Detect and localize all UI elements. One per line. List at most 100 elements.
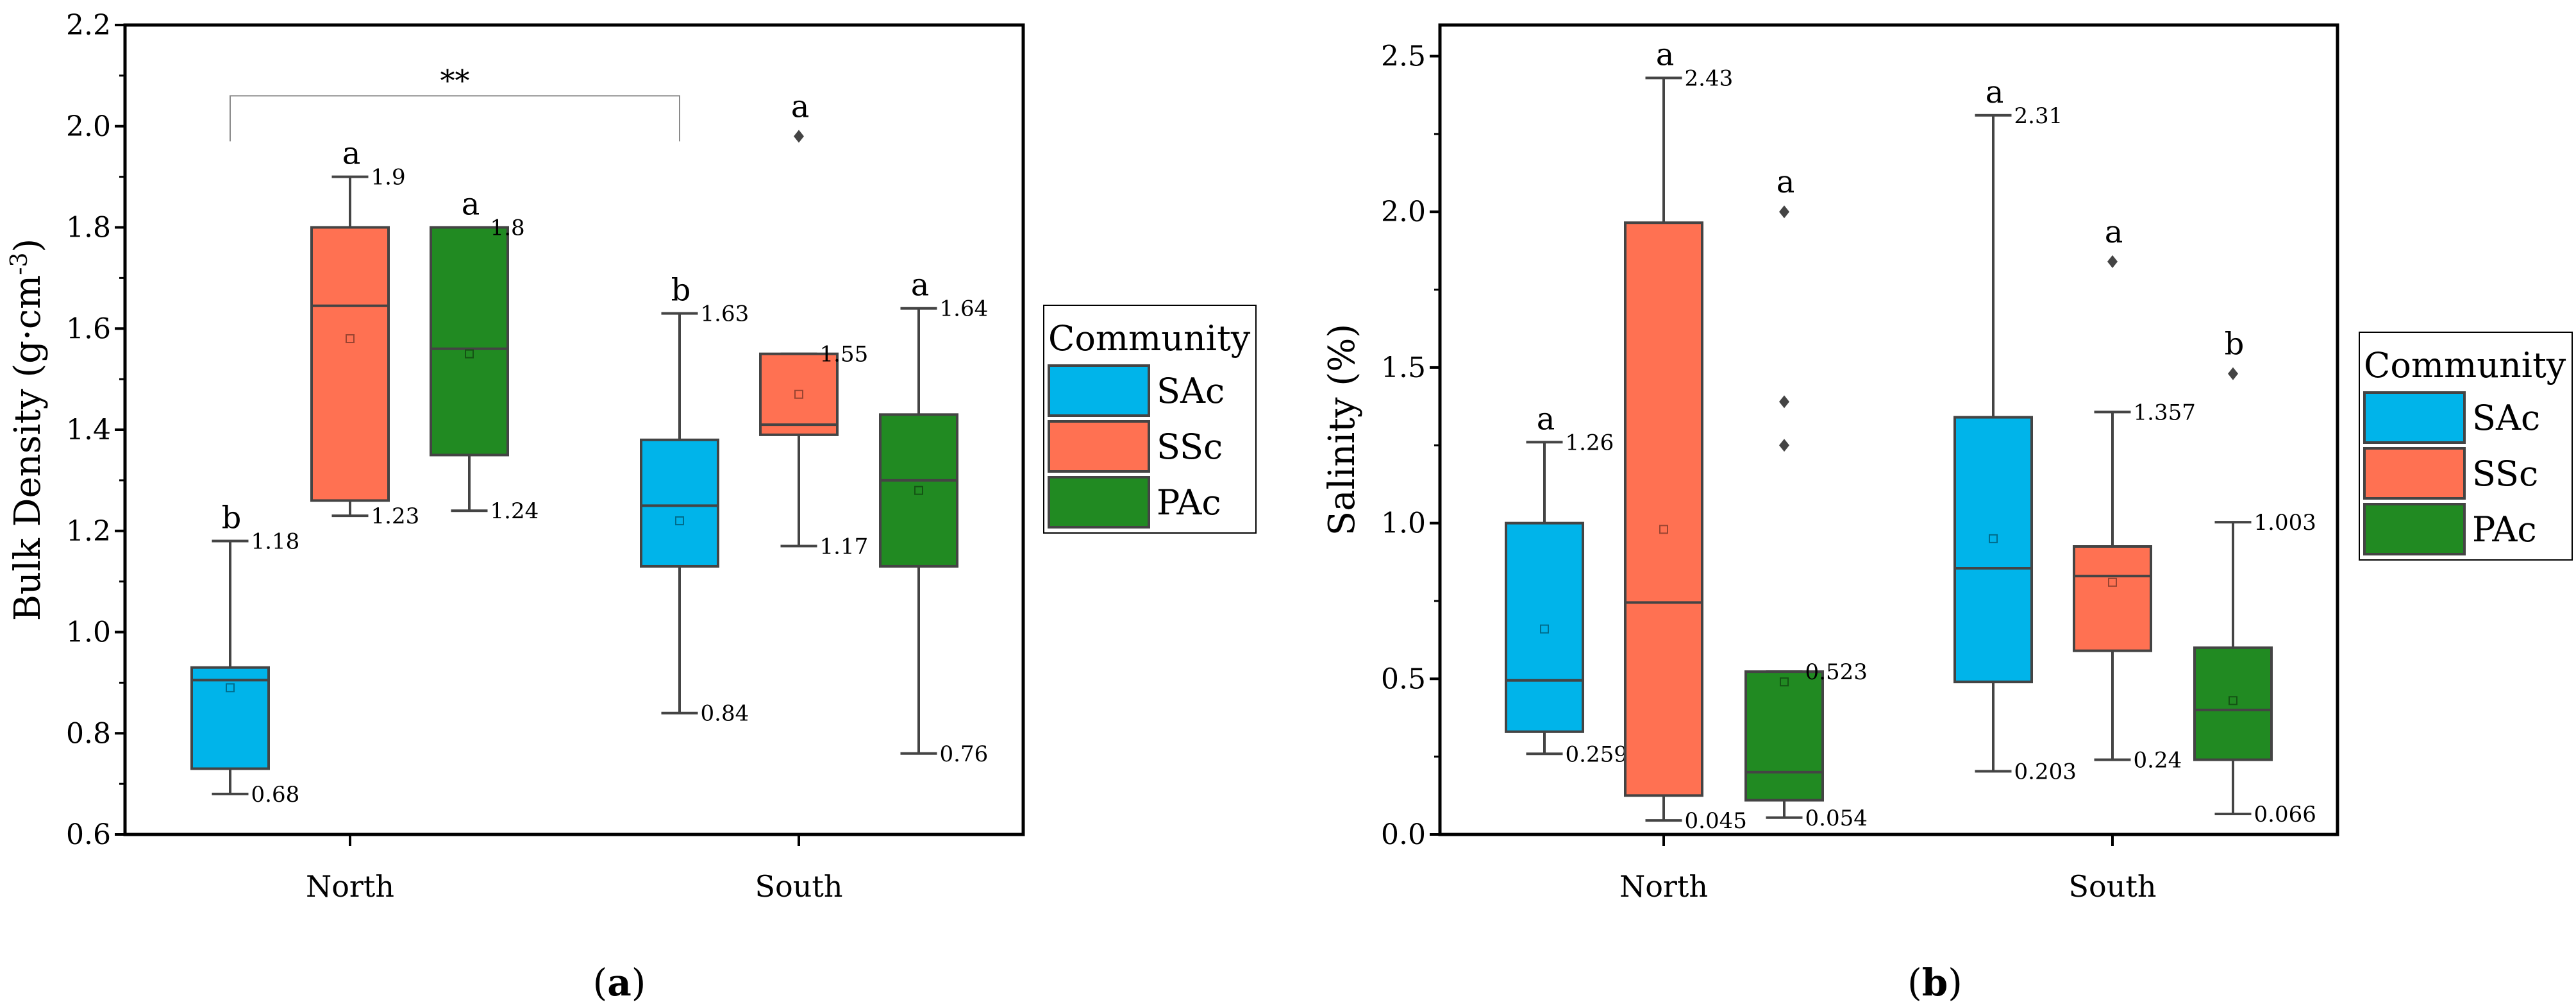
significance-letter: a bbox=[1986, 74, 2004, 110]
significance-letter: a bbox=[342, 136, 361, 172]
mean-marker bbox=[226, 683, 235, 693]
box-iqr bbox=[879, 413, 958, 568]
significance-letter: b bbox=[671, 273, 691, 309]
min-value-label: 0.045 bbox=[1685, 808, 1747, 834]
box-iqr bbox=[430, 226, 509, 457]
y-axis-title: Bulk Density (g·cm-3) bbox=[6, 239, 49, 621]
y-tick-label: 2.2 bbox=[66, 9, 111, 42]
box-iqr bbox=[190, 666, 270, 770]
x-tick-label: South bbox=[755, 869, 843, 904]
y-tick-label: 0.5 bbox=[1381, 663, 1426, 695]
min-value-label: 0.68 bbox=[251, 782, 300, 808]
panel-caption: (b) bbox=[1907, 961, 1962, 1004]
y-axis-title-end: ) bbox=[7, 239, 49, 253]
min-value-label: 0.84 bbox=[701, 701, 749, 727]
box-north-sac: 1.18 0.68 b bbox=[190, 500, 300, 808]
box-north-ssc: 1.9 1.23 a bbox=[310, 136, 420, 529]
outlier-point bbox=[2228, 367, 2238, 380]
significance-letter: a bbox=[462, 187, 480, 223]
mean-marker bbox=[1659, 525, 1668, 534]
y-tick-label: 0.6 bbox=[66, 818, 111, 851]
y-tick-label: 2.5 bbox=[1381, 40, 1426, 73]
min-value-label: 1.24 bbox=[490, 498, 539, 524]
box-south-ssc: 1.357 0.24 a bbox=[2073, 214, 2196, 774]
min-value-label: 0.203 bbox=[2014, 759, 2077, 784]
max-value-label: 1.003 bbox=[2254, 510, 2316, 536]
y-tick-label: 1.0 bbox=[1381, 507, 1426, 540]
y-tick-label: 1.0 bbox=[66, 616, 111, 649]
x-tick-label: North bbox=[1619, 869, 1708, 904]
box-iqr bbox=[759, 352, 839, 436]
mean-marker bbox=[794, 389, 803, 399]
max-value-label: 2.31 bbox=[2014, 103, 2063, 129]
y-axis-title: Salinity (%) bbox=[1321, 324, 1363, 536]
plot-frame bbox=[1438, 23, 2339, 836]
y-tick-label: 0.0 bbox=[1381, 818, 1426, 851]
panel-a: 0.6 0.8 1.0 1.2 1.4 1.6 1.8 2.0 2.2 Bulk Density … bbox=[6, 9, 1257, 1004]
box-south-ssc: 1.55 1.17 a bbox=[759, 89, 869, 559]
legend-swatch-sac bbox=[2363, 391, 2466, 444]
mean-marker bbox=[1540, 624, 1549, 634]
box-south-pac: 1.003 0.066 b bbox=[2193, 326, 2316, 827]
significance-letter: a bbox=[911, 267, 930, 303]
outlier-point bbox=[794, 130, 804, 143]
significance-letter: b bbox=[222, 500, 242, 536]
legend-title: Community bbox=[1048, 318, 1251, 359]
legend: Community SAc SSc PAc bbox=[1043, 305, 1257, 534]
max-value-label: 1.8 bbox=[490, 216, 525, 241]
box-iqr bbox=[310, 226, 390, 502]
box-iqr bbox=[1744, 670, 1824, 802]
max-value-label: 0.523 bbox=[1805, 659, 1868, 685]
caption-close-paren: ) bbox=[631, 961, 646, 1004]
box-iqr bbox=[1953, 416, 2033, 684]
legend-label-ssc: SSc bbox=[1157, 427, 1223, 467]
legend-label-sac: SAc bbox=[1157, 371, 1225, 411]
legend-label-ssc: SSc bbox=[2472, 453, 2538, 494]
min-value-label: 0.066 bbox=[2254, 802, 2316, 827]
min-value-label: 0.76 bbox=[940, 741, 989, 767]
min-value-label: 1.23 bbox=[371, 504, 420, 529]
box-north-pac: 0.523 0.054 a bbox=[1744, 164, 1868, 831]
y-tick-label: 2.0 bbox=[66, 110, 111, 143]
y-tick-label: 1.2 bbox=[66, 515, 111, 548]
max-value-label: 1.55 bbox=[820, 342, 869, 368]
mean-marker bbox=[346, 334, 355, 344]
legend-title: Community bbox=[2364, 345, 2566, 385]
mean-marker bbox=[465, 349, 474, 359]
y-tick-label: 2.0 bbox=[1381, 196, 1426, 228]
box-north-ssc: 2.43 0.045 a bbox=[1624, 37, 1747, 834]
mean-marker bbox=[1780, 677, 1789, 687]
max-value-label: 1.63 bbox=[701, 301, 749, 327]
y-tick-label: 0.8 bbox=[66, 717, 111, 750]
max-value-label: 1.9 bbox=[371, 165, 406, 190]
significance-letter: a bbox=[791, 89, 810, 125]
plot-frame bbox=[123, 23, 1025, 836]
legend-label-sac: SAc bbox=[2472, 398, 2540, 438]
y-tick-label: 1.8 bbox=[66, 212, 111, 244]
x-tick-label: South bbox=[2069, 869, 2157, 904]
mean-marker bbox=[2108, 577, 2117, 587]
x-tick-label: North bbox=[306, 869, 394, 904]
mean-marker bbox=[1989, 534, 1998, 543]
significance-stars: ** bbox=[440, 63, 470, 97]
y-tick-label: 1.4 bbox=[66, 414, 111, 446]
y-tick-label: 1.6 bbox=[66, 312, 111, 345]
significance-letter: a bbox=[2105, 214, 2123, 250]
outlier-point bbox=[1779, 205, 1789, 219]
box-south-pac: 1.64 0.76 a bbox=[879, 267, 989, 767]
outlier-point bbox=[2107, 255, 2118, 268]
box-north-sac: 1.26 0.259 a bbox=[1505, 401, 1628, 767]
max-value-label: 1.64 bbox=[940, 296, 989, 322]
box-iqr bbox=[2193, 646, 2273, 761]
min-value-label: 1.17 bbox=[820, 534, 869, 559]
box-south-sac: 2.31 0.203 a bbox=[1953, 74, 2077, 784]
y-axis-title-superscript: -3 bbox=[6, 253, 33, 275]
mean-marker bbox=[2229, 696, 2237, 706]
caption-panel-letter: b bbox=[1922, 961, 1948, 1004]
box-iqr bbox=[1624, 221, 1703, 797]
legend-label-pac: PAc bbox=[1157, 482, 1221, 523]
max-value-label: 1.18 bbox=[251, 529, 300, 555]
caption-panel-letter: a bbox=[607, 961, 631, 1004]
panel-caption: (a) bbox=[593, 961, 646, 1004]
